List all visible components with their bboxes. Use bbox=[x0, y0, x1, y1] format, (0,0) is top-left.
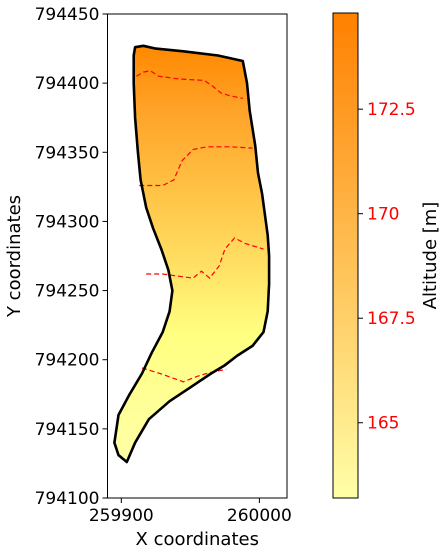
colorbar-title: Altitude [m] bbox=[420, 202, 441, 310]
colorbar-tick-label: 172.5 bbox=[367, 100, 416, 120]
y-axis-title: Y coordinates bbox=[4, 195, 25, 318]
y-axis-ticks: 794100 794150 794200 794250 794300 794350 7944… bbox=[35, 5, 108, 509]
y-tick-label: 794200 bbox=[35, 351, 100, 371]
x-axis-title: X coordinates bbox=[136, 529, 259, 550]
altitude-surface bbox=[114, 46, 269, 462]
y-tick-label: 794250 bbox=[35, 282, 100, 302]
x-axis-ticks: 259900 260000 bbox=[89, 498, 292, 526]
colorbar: 165 167.5 170 172.5 Altitude [m] bbox=[333, 13, 441, 498]
y-tick-label: 794350 bbox=[35, 143, 100, 163]
main-plot: 259900 260000 794100794150794200794250794… bbox=[4, 5, 292, 550]
y-tick-label: 794100 bbox=[35, 489, 100, 509]
y-tick-label: 794150 bbox=[35, 420, 100, 440]
colorbar-tick-label: 170 bbox=[367, 205, 399, 225]
colorbar-ticks: 165 167.5 170 172.5 bbox=[358, 100, 416, 434]
x-tick-label: 259900 bbox=[89, 506, 154, 526]
colorbar-tick-label: 167.5 bbox=[367, 309, 416, 329]
y-tick-label: 794400 bbox=[35, 74, 100, 94]
y-tick-label: 794450 bbox=[35, 5, 100, 25]
x-tick-label: 260000 bbox=[227, 506, 292, 526]
y-tick-label: 794300 bbox=[35, 212, 100, 232]
colorbar-scale bbox=[333, 13, 358, 498]
colorbar-tick-label: 165 bbox=[367, 414, 399, 434]
